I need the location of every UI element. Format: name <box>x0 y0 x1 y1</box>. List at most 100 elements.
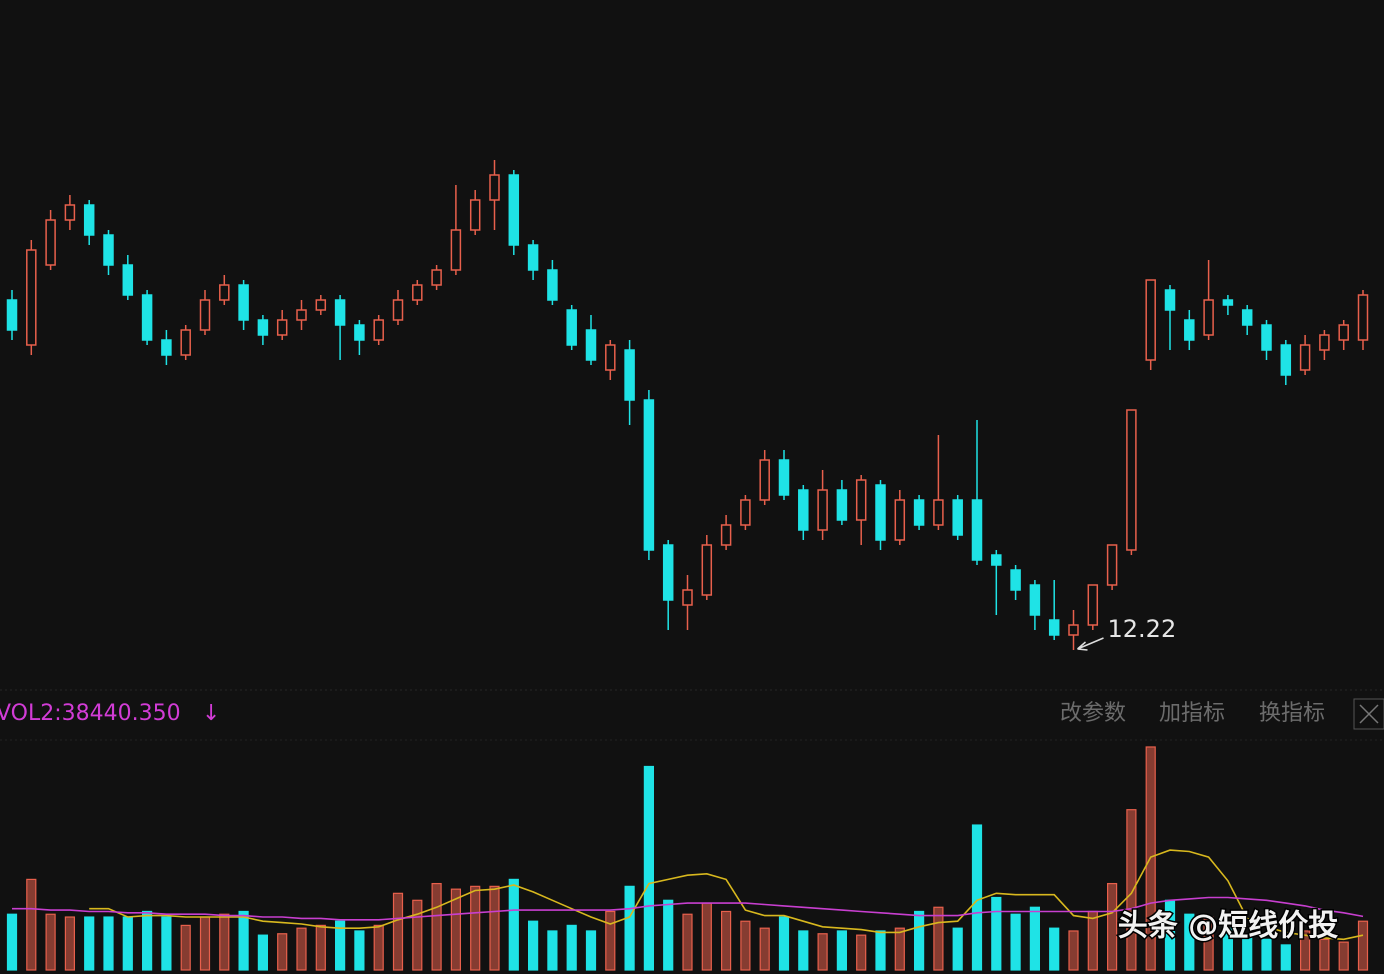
candle-body <box>701 544 713 596</box>
candle-body <box>855 479 867 521</box>
close-button[interactable] <box>1353 698 1384 730</box>
candle-body <box>315 299 327 311</box>
candle-body <box>373 319 384 341</box>
candle-body <box>1319 334 1330 351</box>
annotation-label: 12.22 <box>1108 615 1177 643</box>
candle-body <box>1280 344 1292 376</box>
candle-body <box>778 459 790 496</box>
volume-bar <box>180 924 191 971</box>
volume-bar <box>778 916 790 971</box>
candle-body <box>276 319 288 336</box>
candle-body <box>1145 279 1156 361</box>
volume-bar <box>682 913 693 971</box>
volume-bar <box>913 910 925 971</box>
candle-body <box>354 324 365 341</box>
candle-body <box>469 199 481 231</box>
candle-body <box>1106 544 1118 586</box>
candle-body <box>894 499 906 541</box>
candle-body <box>103 234 114 266</box>
volume-bar <box>701 902 712 971</box>
candle-body <box>450 229 462 271</box>
toolbar-button[interactable]: 换指标 <box>1259 701 1325 726</box>
close-button-frame[interactable] <box>1353 698 1384 730</box>
toolbar-button[interactable]: 改参数 <box>1060 701 1126 726</box>
candle-body <box>412 284 423 301</box>
price-panel: 12.22 <box>6 160 1369 651</box>
volume-bar <box>219 913 230 971</box>
toolbar-button[interactable]: 加指标 <box>1159 701 1225 726</box>
volume-bar <box>489 885 500 971</box>
volume-bar <box>759 927 770 971</box>
volume-bar <box>161 916 172 971</box>
volume-bar <box>45 913 56 971</box>
candle-body <box>643 399 655 551</box>
volume-bar <box>1280 944 1291 971</box>
candle-body <box>933 499 944 526</box>
candle-body <box>1261 324 1272 351</box>
candle-body <box>1164 289 1176 311</box>
volume-bar <box>315 924 326 971</box>
volume-bar <box>103 916 114 971</box>
volume-bar <box>450 888 461 971</box>
candle-body <box>817 489 828 531</box>
candle-body <box>585 329 597 361</box>
volume-bar <box>373 924 384 971</box>
volume-bar <box>643 765 655 971</box>
volume-bar <box>470 885 481 971</box>
candle-body <box>141 294 153 341</box>
volume-bar <box>1338 941 1349 971</box>
volume-bar <box>856 934 867 971</box>
volume-bar <box>296 927 307 971</box>
volume-average-line <box>89 849 1364 941</box>
candle-body <box>1048 619 1060 636</box>
candle-body <box>547 269 558 301</box>
volume-bar <box>933 906 944 971</box>
candle-body <box>1222 299 1234 306</box>
volume-bar <box>798 930 809 971</box>
volume-bar <box>412 899 423 971</box>
volume-bar <box>1087 910 1098 971</box>
volume-bar <box>836 930 848 971</box>
volume-bar <box>354 930 365 971</box>
candle-body <box>1068 624 1079 636</box>
volume-bar <box>1068 930 1079 971</box>
volume-bar <box>1126 809 1137 971</box>
candle-body <box>798 489 809 531</box>
volume-bar <box>1242 934 1253 971</box>
volume-bar <box>277 933 288 971</box>
candle-body <box>257 319 269 336</box>
candle-body <box>489 174 500 201</box>
volume-bar <box>740 920 751 971</box>
indicator-label: VOL2:38440.350 <box>0 701 181 726</box>
candle-body <box>64 204 76 221</box>
candle-body <box>238 284 249 321</box>
candle-body <box>431 269 442 286</box>
volume-bar <box>1184 913 1195 971</box>
volume-bar <box>1029 906 1041 971</box>
candle-body <box>605 344 616 371</box>
volume-bar <box>335 920 346 971</box>
volume-bar <box>1049 927 1060 971</box>
volume-bar <box>1106 882 1118 971</box>
candle-body <box>662 544 674 601</box>
candle-body <box>161 339 172 356</box>
close-icon[interactable] <box>1359 704 1379 724</box>
candle-body <box>952 499 963 536</box>
volume-average-line <box>12 896 1364 921</box>
candle-body <box>836 489 848 521</box>
volume-bar <box>875 930 886 971</box>
volume-bar <box>817 933 828 971</box>
candle-body <box>1357 294 1369 341</box>
volume-bar <box>1357 920 1369 971</box>
candle-body <box>913 499 925 526</box>
candle-body <box>1299 344 1311 371</box>
volume-bar <box>199 916 211 971</box>
candle-body <box>199 299 211 331</box>
volume-bar <box>1203 916 1214 971</box>
candle-body <box>122 264 134 296</box>
volume-bar <box>257 934 268 971</box>
volume-bar <box>84 916 95 971</box>
volume-bar <box>894 927 905 971</box>
